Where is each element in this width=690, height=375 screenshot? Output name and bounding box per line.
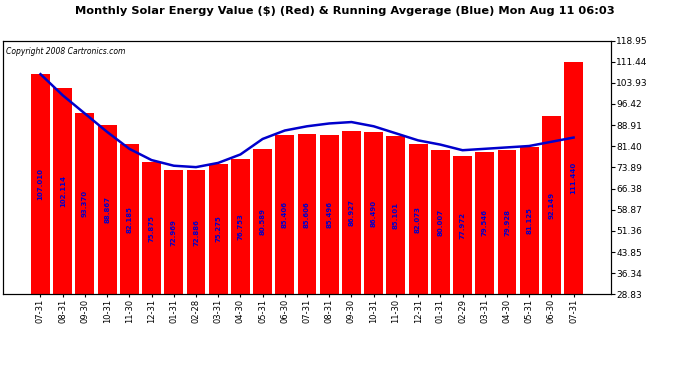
Bar [497,150,516,294]
Text: Copyright 2008 Cartronics.com: Copyright 2008 Cartronics.com [6,47,126,56]
Bar [520,147,539,294]
Text: 86.490: 86.490 [371,200,377,227]
Bar [186,170,206,294]
Bar [453,156,472,294]
Bar [53,88,72,294]
Text: 86.927: 86.927 [348,199,355,226]
Bar [342,131,361,294]
Text: 76.753: 76.753 [237,213,244,240]
Text: 85.496: 85.496 [326,201,333,228]
Text: 107.010: 107.010 [37,168,43,200]
Text: 77.972: 77.972 [460,211,466,238]
Bar [120,144,139,294]
Text: 80.589: 80.589 [259,208,266,235]
Text: 88.867: 88.867 [104,196,110,223]
Text: 85.606: 85.606 [304,201,310,228]
Text: 85.101: 85.101 [393,202,399,229]
Text: 111.440: 111.440 [571,162,577,194]
Text: 102.114: 102.114 [60,175,66,207]
Bar [209,164,228,294]
Text: 79.928: 79.928 [504,209,510,236]
Bar [542,116,561,294]
Bar [431,150,450,294]
Bar [320,135,339,294]
Bar [253,148,272,294]
Bar [364,132,383,294]
Text: 79.546: 79.546 [482,210,488,237]
Bar [75,112,95,294]
Text: 93.370: 93.370 [82,190,88,217]
Text: 82.073: 82.073 [415,206,421,233]
Bar [231,159,250,294]
Text: 75.875: 75.875 [148,214,155,242]
Text: 92.149: 92.149 [549,192,554,219]
Bar [31,74,50,294]
Bar [408,144,428,294]
Bar [564,62,583,294]
Text: 80.007: 80.007 [437,209,444,236]
Bar [297,134,317,294]
Text: 82.185: 82.185 [126,206,132,232]
Bar [164,170,184,294]
Text: 75.275: 75.275 [215,216,221,242]
Text: 72.969: 72.969 [170,219,177,246]
Text: 72.886: 72.886 [193,219,199,246]
Text: 81.125: 81.125 [526,207,532,234]
Bar [142,162,161,294]
Text: Monthly Solar Energy Value ($) (Red) & Running Avgerage (Blue) Mon Aug 11 06:03: Monthly Solar Energy Value ($) (Red) & R… [75,6,615,16]
Bar [386,136,405,294]
Bar [275,135,294,294]
Bar [475,152,494,294]
Bar [98,125,117,294]
Text: 85.406: 85.406 [282,201,288,228]
